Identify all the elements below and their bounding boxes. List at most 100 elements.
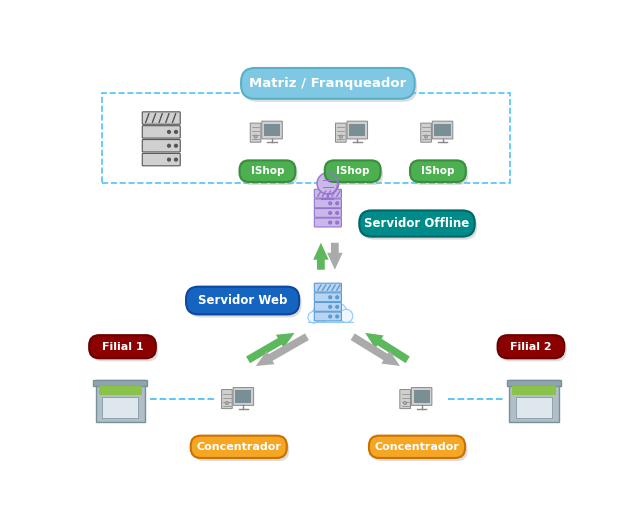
FancyBboxPatch shape <box>96 380 144 422</box>
FancyBboxPatch shape <box>102 398 138 418</box>
FancyBboxPatch shape <box>314 283 341 292</box>
FancyBboxPatch shape <box>312 315 351 323</box>
Circle shape <box>329 296 332 299</box>
FancyBboxPatch shape <box>241 68 415 99</box>
Circle shape <box>174 144 178 147</box>
FancyBboxPatch shape <box>243 71 417 102</box>
Text: Servidor Web: Servidor Web <box>198 294 288 307</box>
Circle shape <box>308 312 320 323</box>
FancyBboxPatch shape <box>235 390 252 402</box>
FancyBboxPatch shape <box>93 380 148 386</box>
FancyBboxPatch shape <box>250 123 261 142</box>
Circle shape <box>335 221 339 224</box>
FancyBboxPatch shape <box>193 439 289 461</box>
Circle shape <box>225 401 229 404</box>
FancyBboxPatch shape <box>349 124 366 136</box>
Circle shape <box>335 296 339 299</box>
FancyBboxPatch shape <box>314 209 341 218</box>
Circle shape <box>330 304 347 320</box>
FancyBboxPatch shape <box>327 164 383 185</box>
FancyBboxPatch shape <box>98 386 142 394</box>
Text: Filial 2: Filial 2 <box>510 342 551 352</box>
Circle shape <box>174 130 178 133</box>
Circle shape <box>335 202 339 205</box>
Circle shape <box>424 135 427 138</box>
FancyBboxPatch shape <box>512 386 556 394</box>
FancyBboxPatch shape <box>516 398 551 418</box>
FancyBboxPatch shape <box>371 439 467 461</box>
FancyBboxPatch shape <box>435 124 450 136</box>
Circle shape <box>174 158 178 161</box>
FancyBboxPatch shape <box>335 123 346 142</box>
FancyBboxPatch shape <box>325 161 381 182</box>
FancyBboxPatch shape <box>222 390 232 409</box>
FancyBboxPatch shape <box>413 390 429 402</box>
Polygon shape <box>327 243 343 270</box>
FancyBboxPatch shape <box>412 388 432 406</box>
FancyBboxPatch shape <box>142 112 180 124</box>
FancyBboxPatch shape <box>498 335 564 359</box>
Circle shape <box>340 309 353 323</box>
Circle shape <box>403 401 407 404</box>
FancyBboxPatch shape <box>91 338 158 361</box>
Polygon shape <box>246 333 295 363</box>
FancyBboxPatch shape <box>314 312 341 321</box>
Circle shape <box>167 158 171 161</box>
Circle shape <box>329 315 332 318</box>
FancyBboxPatch shape <box>507 380 561 386</box>
Circle shape <box>339 135 343 138</box>
Polygon shape <box>365 333 410 363</box>
FancyBboxPatch shape <box>233 388 254 406</box>
FancyBboxPatch shape <box>189 290 302 317</box>
Circle shape <box>167 144 171 147</box>
Circle shape <box>329 221 332 224</box>
FancyBboxPatch shape <box>89 335 156 359</box>
Circle shape <box>329 212 332 214</box>
FancyBboxPatch shape <box>400 390 410 409</box>
Text: IShop: IShop <box>336 166 369 176</box>
FancyBboxPatch shape <box>432 121 453 139</box>
Polygon shape <box>313 243 328 270</box>
FancyBboxPatch shape <box>186 287 299 314</box>
FancyBboxPatch shape <box>142 126 180 138</box>
FancyBboxPatch shape <box>314 303 341 312</box>
FancyBboxPatch shape <box>262 121 282 139</box>
FancyBboxPatch shape <box>420 123 431 142</box>
FancyBboxPatch shape <box>500 338 567 361</box>
FancyBboxPatch shape <box>347 121 367 139</box>
FancyBboxPatch shape <box>264 124 280 136</box>
FancyBboxPatch shape <box>142 154 180 166</box>
Circle shape <box>335 212 339 214</box>
FancyBboxPatch shape <box>314 218 341 227</box>
FancyBboxPatch shape <box>509 380 558 422</box>
FancyBboxPatch shape <box>314 189 341 198</box>
Circle shape <box>312 307 328 323</box>
Circle shape <box>317 173 339 194</box>
Text: Concentrador: Concentrador <box>374 442 459 452</box>
Circle shape <box>167 130 171 133</box>
Polygon shape <box>256 333 309 366</box>
Text: IShop: IShop <box>421 166 455 176</box>
Circle shape <box>335 306 339 308</box>
Polygon shape <box>351 334 400 366</box>
FancyBboxPatch shape <box>412 164 468 185</box>
FancyBboxPatch shape <box>369 436 465 458</box>
Text: Matriz / Franqueador: Matriz / Franqueador <box>249 77 406 90</box>
Circle shape <box>320 301 337 319</box>
FancyBboxPatch shape <box>359 211 475 237</box>
Text: Concentrador: Concentrador <box>196 442 281 452</box>
FancyBboxPatch shape <box>190 436 287 458</box>
Circle shape <box>254 135 258 138</box>
FancyBboxPatch shape <box>242 164 298 185</box>
FancyBboxPatch shape <box>240 161 295 182</box>
Text: Servidor Offline: Servidor Offline <box>364 217 470 230</box>
Text: IShop: IShop <box>250 166 284 176</box>
Circle shape <box>335 315 339 318</box>
FancyBboxPatch shape <box>410 161 466 182</box>
Text: Filial 1: Filial 1 <box>102 342 143 352</box>
Circle shape <box>329 202 332 205</box>
FancyBboxPatch shape <box>142 139 180 152</box>
Circle shape <box>329 306 332 308</box>
FancyBboxPatch shape <box>362 213 477 240</box>
FancyBboxPatch shape <box>314 293 341 301</box>
